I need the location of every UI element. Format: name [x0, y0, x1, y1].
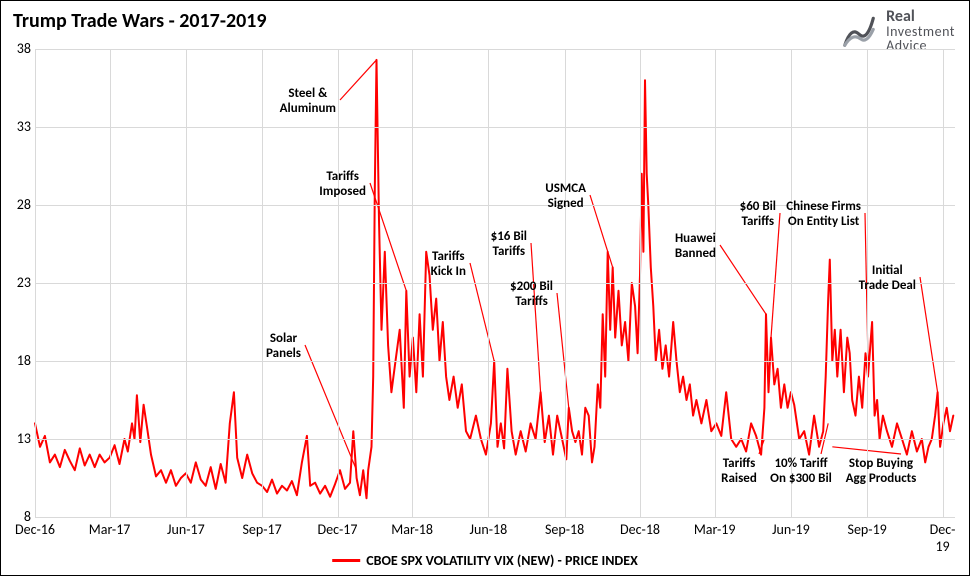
- vix-line: [35, 60, 953, 498]
- x-tick-label: Dec-17: [318, 521, 358, 538]
- y-tick-label: 38: [5, 40, 31, 57]
- legend: CBOE SPX VOLATILITY VIX (NEW) - PRICE IN…: [332, 552, 638, 569]
- y-tick-label: 18: [5, 352, 31, 369]
- x-tick-label: Dec-16: [15, 521, 55, 538]
- chart-container: Trump Trade Wars - 2017-2019 Real Invest…: [0, 0, 970, 576]
- x-tick-label: Sep-17: [242, 521, 281, 538]
- gridline-h: [35, 517, 955, 518]
- chart-title: Trump Trade Wars - 2017-2019: [13, 9, 267, 33]
- gridline-h: [35, 49, 955, 50]
- gridline-v: [640, 49, 641, 517]
- gridline-v: [35, 49, 36, 517]
- x-tick-label: Mar-19: [694, 521, 736, 538]
- gridline-h: [35, 361, 955, 362]
- legend-swatch: [332, 559, 360, 562]
- logo-icon: [840, 12, 878, 50]
- x-tick-label: Dec-18: [620, 521, 660, 538]
- logo: Real Investment Advice: [840, 9, 955, 53]
- gridline-h: [35, 127, 955, 128]
- x-tick-label: Mar-17: [89, 521, 131, 538]
- x-tick-label: Sep-19: [848, 521, 887, 538]
- gridline-v: [715, 49, 716, 517]
- y-tick-label: 33: [5, 118, 31, 135]
- gridline-v: [791, 49, 792, 517]
- x-tick-label: Dec-19: [929, 521, 955, 555]
- gridline-v: [186, 49, 187, 517]
- gridline-v: [867, 49, 868, 517]
- gridline-v: [565, 49, 566, 517]
- legend-label: CBOE SPX VOLATILITY VIX (NEW) - PRICE IN…: [366, 552, 638, 569]
- y-tick-label: 28: [5, 196, 31, 213]
- y-tick-label: 13: [5, 430, 31, 447]
- logo-text: Real Investment Advice: [886, 9, 955, 53]
- gridline-v: [488, 49, 489, 517]
- x-tick-label: Jun-18: [470, 521, 508, 538]
- x-tick-label: Jun-19: [772, 521, 810, 538]
- annotation-leaders: [305, 60, 938, 470]
- y-tick-label: 23: [5, 274, 31, 291]
- gridline-v: [412, 49, 413, 517]
- gridline-h: [35, 439, 955, 440]
- x-tick-label: Jun-17: [167, 521, 205, 538]
- gridline-v: [943, 49, 944, 517]
- x-tick-label: Sep-18: [545, 521, 584, 538]
- x-tick-label: Mar-18: [391, 521, 433, 538]
- gridline-h: [35, 205, 955, 206]
- gridline-v: [110, 49, 111, 517]
- gridline-h: [35, 283, 955, 284]
- gridline-v: [338, 49, 339, 517]
- gridline-v: [262, 49, 263, 517]
